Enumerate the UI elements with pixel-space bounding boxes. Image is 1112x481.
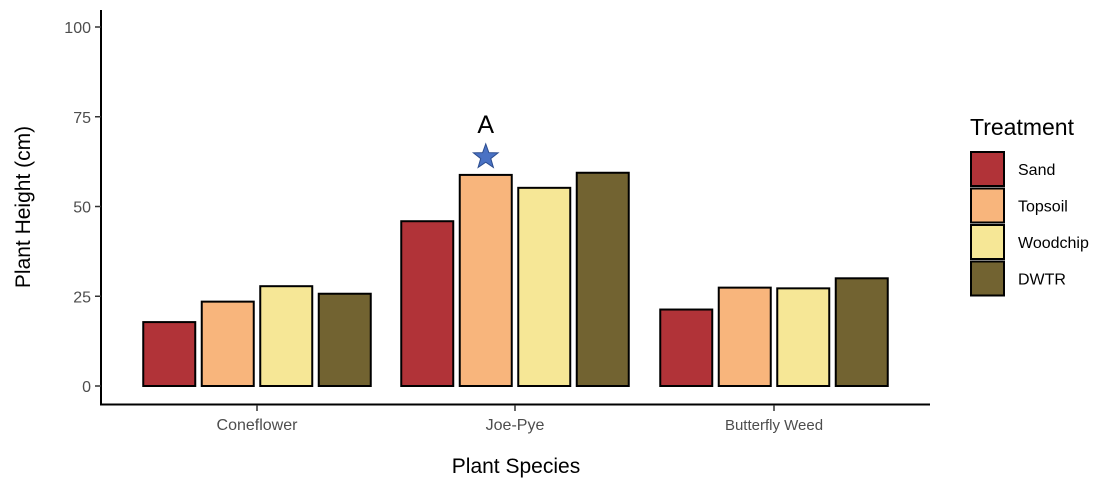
legend-swatch-sand [970, 151, 1005, 187]
bar-butterfly-weed-dwtr [834, 277, 889, 387]
y-tick-label: 50 [73, 200, 91, 217]
legend-swatch-woodchip [970, 224, 1005, 260]
x-tick-label-coneflower: Coneflower [217, 417, 299, 434]
annotation-label: A [477, 111, 494, 139]
legend-items: Sand Topsoil Woodchip DWTR [970, 151, 1089, 297]
x-tick-label-joe-pye: Joe-Pye [486, 417, 545, 434]
legend-item-dwtr: DWTR [970, 260, 1066, 297]
bars [142, 171, 889, 388]
x-tick-label-butterfly-weed: Butterfly Weed [725, 417, 823, 434]
bar-joe-pye-topsoil [458, 173, 513, 387]
bar-coneflower-dwtr [317, 292, 372, 387]
legend-title: Treatment [970, 114, 1075, 140]
y-ticks: 0 25 50 75 100 [64, 20, 101, 396]
bar-coneflower-sand [142, 321, 197, 387]
x-axis-title: Plant Species [452, 455, 580, 478]
y-axis: 0 25 50 75 100 [64, 10, 102, 405]
bar-joe-pye-dwtr [575, 171, 630, 387]
legend-label-woodchip: Woodchip [1018, 235, 1089, 252]
bar-butterfly-weed-woodchip [776, 287, 831, 387]
y-tick-label: 25 [73, 289, 91, 306]
bar-joe-pye-woodchip [517, 186, 572, 387]
annotations: A [471, 111, 500, 169]
x-ticks: Coneflower Joe-Pye Butterfly Weed [217, 405, 823, 434]
legend-item-woodchip: Woodchip [970, 224, 1089, 260]
y-axis-title: Plant Height (cm) [12, 126, 35, 288]
star-marker-icon [471, 142, 500, 169]
legend: Treatment Sand Topsoil Woodchip DWTR [970, 114, 1089, 297]
bar-butterfly-weed-topsoil [717, 286, 772, 387]
legend-item-sand: Sand [970, 151, 1055, 187]
bar-coneflower-woodchip [259, 285, 314, 387]
y-tick-label: 100 [64, 20, 91, 37]
legend-label-sand: Sand [1018, 162, 1055, 179]
bar-coneflower-topsoil [200, 300, 255, 388]
bar-joe-pye-sand [400, 220, 455, 387]
legend-item-topsoil: Topsoil [970, 187, 1068, 224]
legend-label-topsoil: Topsoil [1018, 199, 1068, 216]
bar-butterfly-weed-sand [659, 308, 714, 387]
legend-swatch-topsoil [970, 187, 1005, 224]
legend-label-dwtr: DWTR [1018, 272, 1066, 289]
y-tick-label: 75 [73, 110, 91, 127]
y-tick-label: 0 [82, 379, 91, 396]
legend-swatch-dwtr [970, 260, 1005, 297]
x-axis: Coneflower Joe-Pye Butterfly Weed [100, 403, 930, 434]
